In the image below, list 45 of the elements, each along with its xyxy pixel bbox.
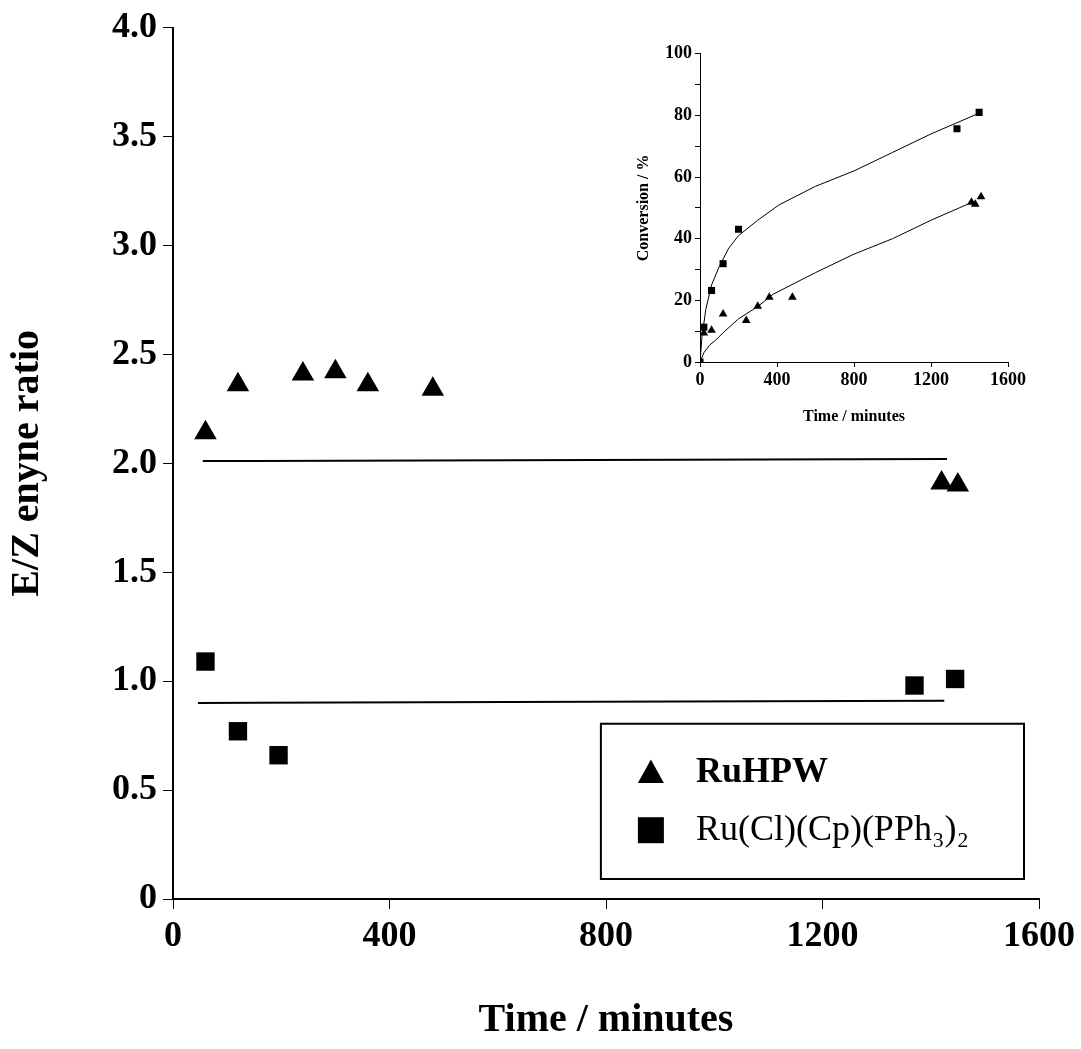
point [741, 315, 751, 323]
y-tick-label: 4.0 [112, 4, 157, 45]
point [707, 325, 716, 333]
point [734, 225, 743, 233]
point [953, 125, 961, 133]
point [708, 286, 716, 295]
y-tick-label: 2.0 [112, 440, 157, 481]
point [700, 323, 708, 331]
y-tick-label: 80 [674, 104, 692, 125]
point [970, 199, 980, 207]
x-tick-label: 400 [362, 913, 417, 954]
y-tick-label: 1.5 [112, 549, 157, 590]
x-axis-title: Time / minutes [478, 995, 734, 1041]
x-tick-label: 1200 [786, 913, 859, 954]
x-tick-label: 800 [579, 913, 633, 954]
x-tick-label: 800 [840, 369, 868, 390]
y-tick-label: 100 [665, 42, 692, 63]
y-tick-label: 40 [674, 227, 692, 248]
legend-label: Ru(Cl)(Cp)(PPh₃)₂ [695, 807, 970, 848]
y-tick-label: 1.0 [112, 658, 157, 699]
point [718, 308, 728, 317]
y-tick-label: 2.5 [112, 331, 157, 372]
point [753, 301, 763, 309]
y-tick-label: 0 [139, 876, 157, 917]
legend-label: RuHPW [695, 749, 828, 790]
x-tick-label: 0 [695, 369, 705, 390]
x-tick-label: 1200 [913, 369, 949, 390]
point [976, 191, 986, 200]
x-tick-label: 0 [164, 913, 182, 954]
y-tick-label: 3.0 [112, 222, 157, 263]
point [764, 292, 774, 300]
x-axis-title: Time / minutes [803, 406, 905, 424]
y-tick-label: 0 [683, 350, 692, 371]
y-axis-title: E/Z enyne ratio [2, 329, 48, 597]
x-tick-label: 1600 [1003, 913, 1075, 954]
y-axis-title: Conversion / % [633, 154, 651, 262]
x-tick-label: 1600 [990, 369, 1026, 390]
point [975, 108, 983, 116]
y-tick-label: 0.5 [112, 767, 157, 808]
point [719, 260, 727, 268]
x-tick-label: 400 [763, 369, 791, 390]
y-tick-label: 60 [674, 165, 692, 186]
point [788, 292, 797, 300]
y-tick-label: 3.5 [112, 113, 157, 154]
y-tick-label: 20 [674, 289, 692, 310]
